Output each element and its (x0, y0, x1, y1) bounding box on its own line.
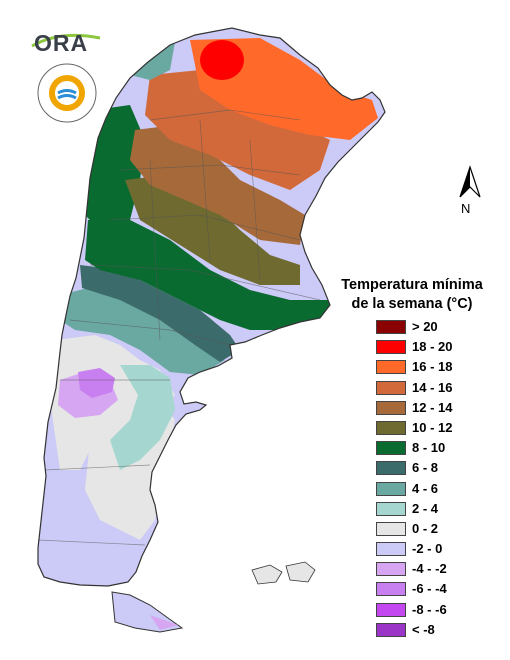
legend-swatch (376, 441, 406, 456)
legend-title-line2: de la semana (°C) (351, 296, 473, 312)
ora-logo-text: ORA (34, 30, 89, 56)
legend-swatch (376, 622, 406, 637)
legend-label: 2 - 4 (412, 500, 439, 516)
zone-12-14 (130, 125, 305, 245)
legend-label: 8 - 10 (412, 440, 446, 456)
institute-seal-icon (37, 63, 97, 123)
legend-label: 16 - 18 (412, 359, 453, 375)
argentina-outline (37, 27, 386, 587)
zone-18-20 (200, 40, 244, 80)
legend-swatch (376, 602, 406, 617)
province-borders (37, 109, 321, 546)
zone-10-12 (125, 175, 300, 285)
legend-swatch (376, 481, 406, 496)
zone-14-16 (145, 70, 330, 190)
north-label: N (461, 201, 471, 216)
legend-swatch (376, 380, 406, 395)
ora-swoosh-icon (31, 33, 101, 48)
zone-8-10-east (85, 220, 330, 330)
legend-swatch (376, 340, 406, 355)
legend-swatch (376, 400, 406, 415)
legend-swatch (376, 360, 406, 375)
legend-swatch (376, 461, 406, 476)
legend-title: Temperatura mínima de la semana (°C) (322, 276, 502, 314)
legend-title-line1: Temperatura mínima (341, 277, 483, 293)
legend-swatch (376, 562, 406, 577)
legend-label: -6 - -4 (412, 581, 447, 597)
legend-label: 0 - 2 (412, 520, 439, 536)
legend-swatch (376, 501, 406, 516)
legend-label: 18 - 20 (412, 339, 453, 355)
legend-swatch (376, 320, 406, 334)
legend-swatch (376, 582, 406, 597)
legend-swatch (376, 542, 406, 557)
zone-2-4 (110, 365, 175, 470)
legend-label: -8 - -6 (412, 601, 447, 617)
malvinas-islands (251, 561, 316, 585)
legend-swatch (376, 521, 406, 536)
legend-label: -4 - -2 (412, 561, 447, 577)
legend-label: 12 - 14 (412, 399, 453, 415)
tierra-del-fuego-cold-zone (150, 615, 178, 630)
zone-4-6 (60, 285, 225, 375)
zone-8-10-west (85, 105, 145, 230)
legend-label: > 20 (412, 319, 438, 334)
legend-label: < -8 (412, 621, 435, 637)
legend-label: 14 - 16 (412, 379, 453, 395)
legend-label: 4 - 6 (412, 480, 439, 496)
legend-label: 6 - 8 (412, 460, 439, 476)
legend-swatch (376, 420, 406, 435)
legend-label: -2 - 0 (412, 541, 443, 557)
legend-label: 10 - 12 (412, 419, 453, 435)
north-arrow-icon (459, 165, 481, 198)
zone-minus6-minus4 (78, 368, 115, 398)
